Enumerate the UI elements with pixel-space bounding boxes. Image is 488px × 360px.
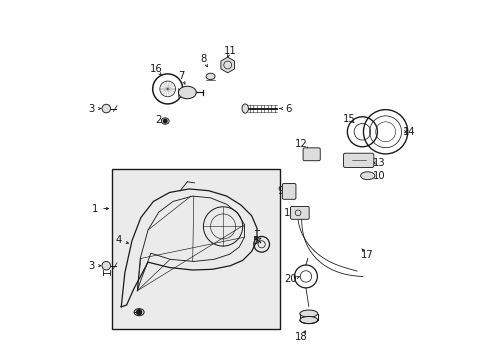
Polygon shape xyxy=(221,57,234,73)
Text: 14: 14 xyxy=(403,127,415,137)
Circle shape xyxy=(163,119,166,123)
Text: 13: 13 xyxy=(372,158,385,168)
Text: 5: 5 xyxy=(251,236,258,246)
Text: 12: 12 xyxy=(295,139,307,149)
Ellipse shape xyxy=(299,316,317,324)
Ellipse shape xyxy=(299,310,317,317)
Text: 3: 3 xyxy=(88,104,95,113)
Text: 11: 11 xyxy=(224,46,236,56)
Circle shape xyxy=(136,310,142,315)
FancyBboxPatch shape xyxy=(290,206,308,219)
FancyBboxPatch shape xyxy=(343,153,373,167)
Text: 2: 2 xyxy=(155,115,161,125)
Ellipse shape xyxy=(242,104,248,113)
Text: 15: 15 xyxy=(342,114,354,124)
FancyBboxPatch shape xyxy=(282,184,295,199)
Text: 9: 9 xyxy=(277,186,284,197)
Text: 19: 19 xyxy=(283,208,296,218)
Text: 1: 1 xyxy=(92,203,98,213)
Circle shape xyxy=(102,261,110,270)
Text: 20: 20 xyxy=(284,274,297,284)
Text: 16: 16 xyxy=(149,64,162,73)
Ellipse shape xyxy=(360,172,374,180)
Circle shape xyxy=(102,104,110,113)
Ellipse shape xyxy=(205,73,215,80)
Text: 10: 10 xyxy=(372,171,385,181)
Bar xyxy=(112,169,280,329)
Ellipse shape xyxy=(161,118,169,124)
Text: 18: 18 xyxy=(295,332,307,342)
Text: 17: 17 xyxy=(361,250,373,260)
Ellipse shape xyxy=(178,86,196,99)
Text: 7: 7 xyxy=(177,71,183,81)
Text: 4: 4 xyxy=(115,235,122,245)
FancyBboxPatch shape xyxy=(303,148,320,161)
Text: 6: 6 xyxy=(285,104,291,113)
Text: 8: 8 xyxy=(200,54,206,64)
Text: 3: 3 xyxy=(88,261,95,271)
